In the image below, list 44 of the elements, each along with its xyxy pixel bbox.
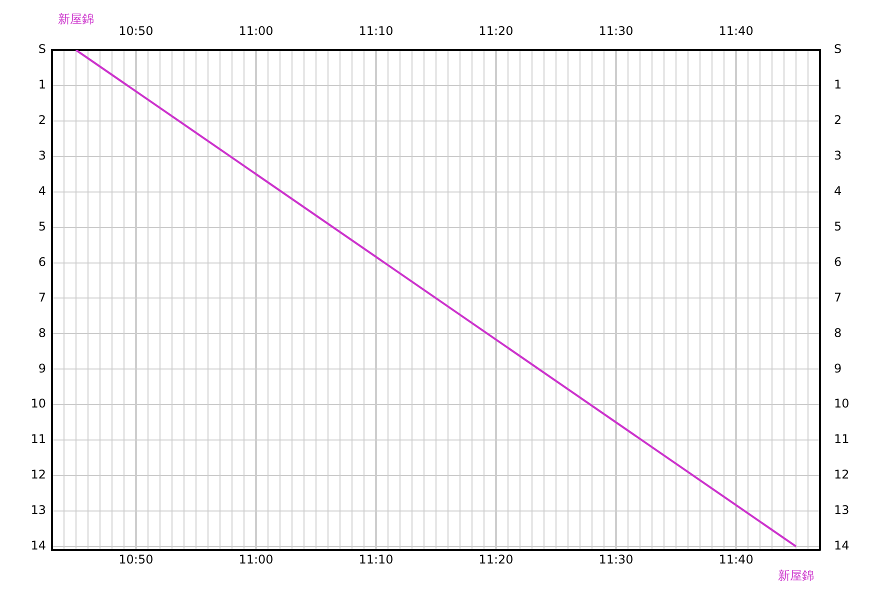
y2-tick-label: 6 bbox=[834, 254, 842, 269]
y-tick-label: 12 bbox=[30, 468, 46, 482]
y-tick-label: 7 bbox=[38, 290, 46, 304]
x-tick-label: 11:30 bbox=[598, 552, 634, 566]
x-tick-label: 11:20 bbox=[478, 552, 514, 566]
x-tick-label: 11:00 bbox=[238, 552, 274, 566]
annotation: 新屋錦 bbox=[58, 12, 94, 26]
y-tick-label: 5 bbox=[38, 219, 46, 234]
y2-tick-label: 8 bbox=[834, 326, 842, 340]
annotation: 新屋錦 bbox=[778, 568, 814, 583]
y2-tick-label: 7 bbox=[834, 290, 842, 304]
x2-tick-label: 11:10 bbox=[358, 24, 394, 38]
y-tick-label: 9 bbox=[38, 361, 46, 376]
y2-tick-label: 5 bbox=[834, 219, 842, 234]
x-tick-label: 11:40 bbox=[718, 552, 754, 566]
y-tick-label: 8 bbox=[38, 326, 46, 340]
y-tick-label: 13 bbox=[30, 503, 46, 518]
y2-tick-label: S bbox=[834, 42, 842, 56]
y-tick-label: S bbox=[38, 42, 46, 56]
y2-tick-label: 13 bbox=[834, 503, 850, 518]
x2-tick-label: 11:00 bbox=[238, 24, 274, 38]
y-tick-label: 3 bbox=[38, 148, 46, 163]
x2-tick-label: 11:40 bbox=[718, 24, 754, 38]
y2-tick-label: 3 bbox=[834, 148, 842, 163]
y-tick-label: 6 bbox=[38, 254, 46, 269]
x2-tick-label: 11:30 bbox=[598, 24, 634, 38]
y2-tick-label: 4 bbox=[834, 184, 842, 198]
y-tick-label: 1 bbox=[38, 78, 46, 92]
y2-tick-label: 14 bbox=[834, 538, 850, 553]
y-tick-label: 14 bbox=[30, 538, 46, 553]
x-tick-label: 11:10 bbox=[358, 552, 394, 566]
y-tick-label: 2 bbox=[38, 113, 46, 128]
y-tick-label: 4 bbox=[38, 184, 46, 198]
y2-tick-label: 12 bbox=[834, 468, 850, 482]
y-tick-label: 11 bbox=[30, 432, 46, 446]
y2-tick-label: 11 bbox=[834, 432, 850, 446]
y2-tick-label: 1 bbox=[834, 78, 842, 92]
y-tick-label: 10 bbox=[30, 396, 46, 411]
y2-tick-label: 9 bbox=[834, 361, 842, 376]
x2-tick-label: 10:50 bbox=[118, 24, 154, 38]
y2-tick-label: 2 bbox=[834, 113, 842, 128]
y2-tick-label: 10 bbox=[834, 396, 850, 411]
x-tick-label: 10:50 bbox=[118, 552, 154, 566]
x2-tick-label: 11:20 bbox=[478, 24, 514, 38]
